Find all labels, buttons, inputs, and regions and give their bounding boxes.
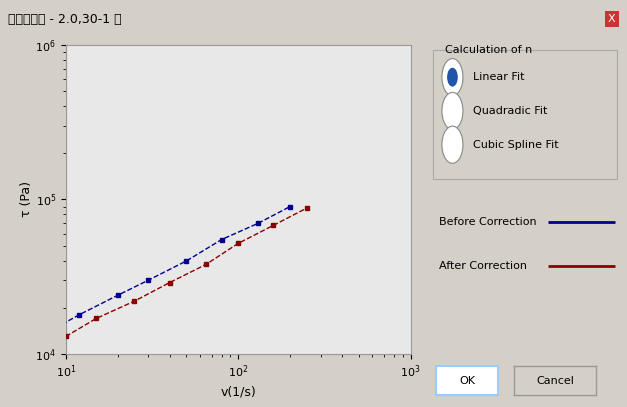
Text: Cubic Spline Fit: Cubic Spline Fit: [473, 140, 559, 150]
Text: OK: OK: [459, 376, 475, 385]
Circle shape: [442, 126, 463, 163]
Circle shape: [447, 68, 458, 87]
Circle shape: [442, 92, 463, 129]
Text: Cancel: Cancel: [536, 376, 574, 385]
Circle shape: [442, 59, 463, 96]
Text: Linear Fit: Linear Fit: [473, 72, 525, 82]
Text: X: X: [608, 14, 616, 24]
Text: 非线性校正 - 2.0,30-1 高: 非线性校正 - 2.0,30-1 高: [8, 13, 121, 26]
Text: After Correction: After Correction: [439, 261, 527, 271]
Text: Quadradic Fit: Quadradic Fit: [473, 106, 548, 116]
Text: Before Correction: Before Correction: [439, 217, 537, 228]
Text: Calculation of n: Calculation of n: [445, 45, 532, 55]
X-axis label: v(1/s): v(1/s): [220, 386, 256, 399]
Y-axis label: τ (Pa): τ (Pa): [19, 182, 33, 217]
FancyBboxPatch shape: [433, 50, 617, 179]
